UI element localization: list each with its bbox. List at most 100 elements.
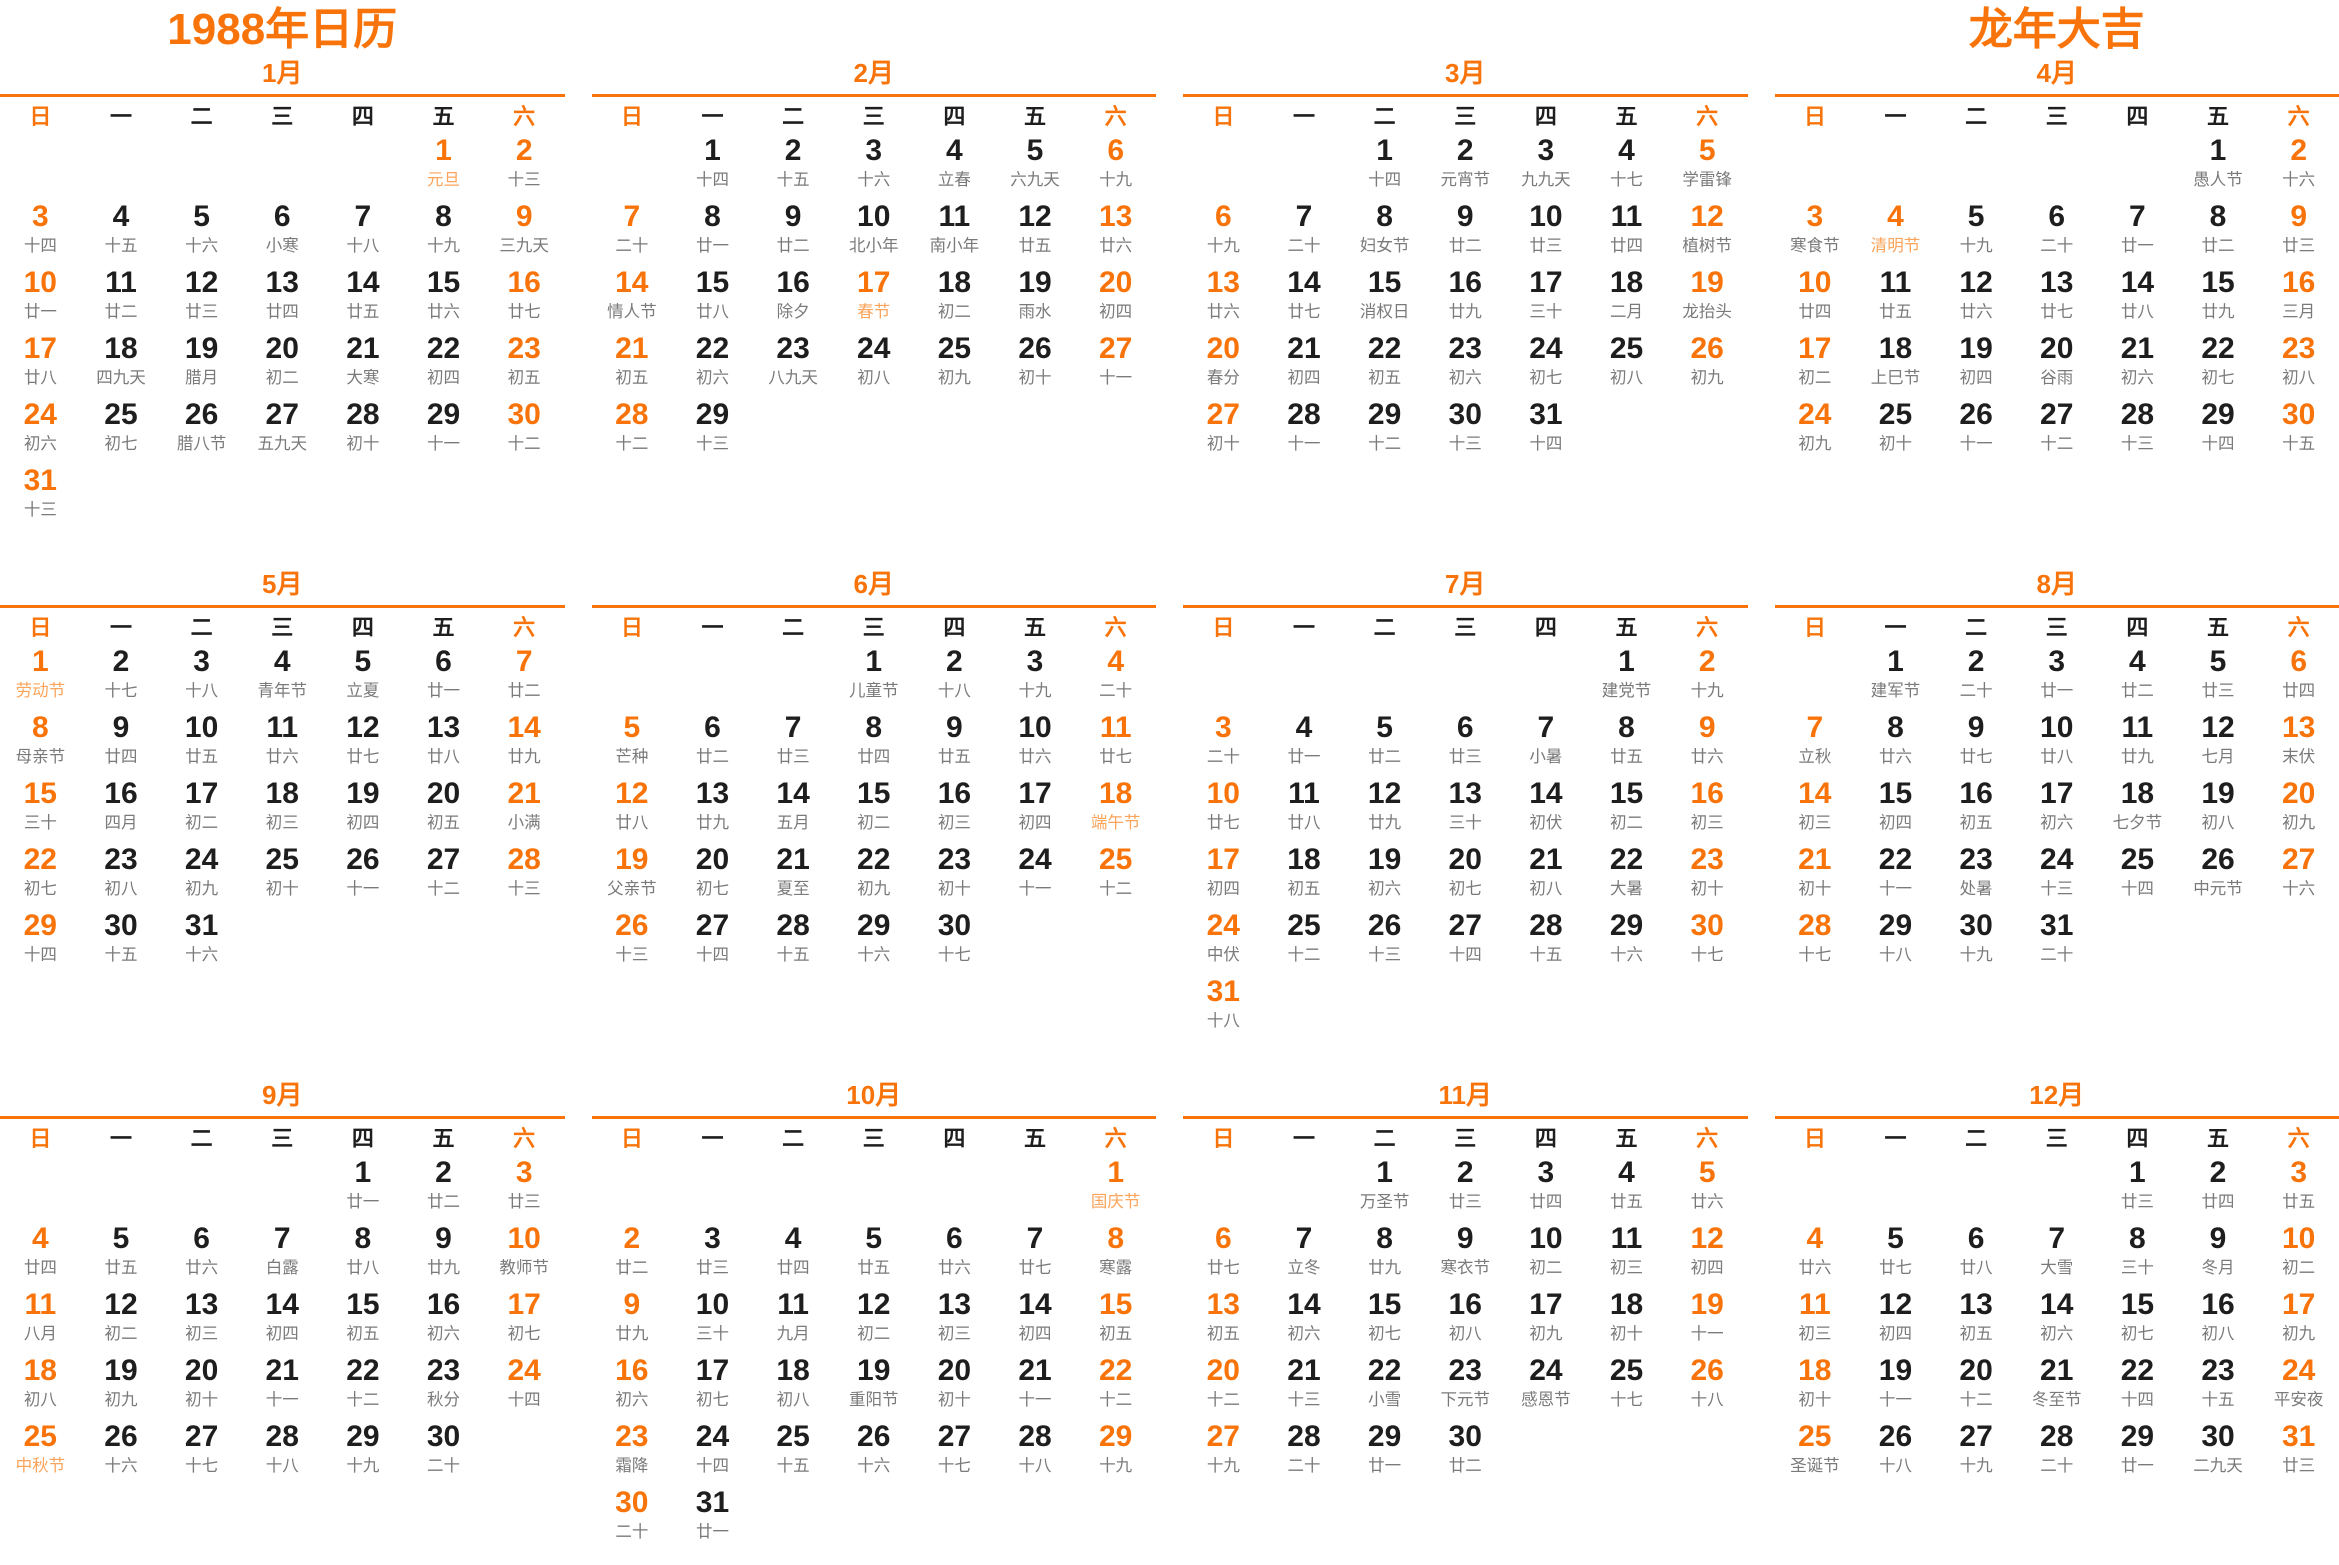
month-title: 11月	[1438, 1080, 1493, 1110]
day-lunar: 十四	[695, 1457, 729, 1475]
day-number: 14	[1287, 1288, 1321, 1321]
day-number: 10	[695, 1288, 730, 1321]
day-cell: 13 廿八	[403, 710, 484, 776]
day-lunar: 十八	[1018, 1457, 1052, 1475]
day-cell: 15 廿八	[672, 265, 753, 331]
day-cell: 9 廿九	[592, 1287, 673, 1353]
day-lunar: 廿九	[1368, 814, 1402, 832]
day-lunar: 初四	[265, 1325, 299, 1343]
weekday-label: 日	[29, 104, 52, 129]
day-cell: 25 十七	[1586, 1353, 1667, 1419]
day-lunar: 初八	[776, 1391, 810, 1409]
day-number: 25	[776, 1420, 810, 1453]
day-number: 9	[515, 200, 533, 233]
day-cell: 31 二十	[2016, 908, 2097, 974]
day-cell: 10 廿八	[2016, 710, 2097, 776]
day-cell: 15 初四	[1855, 776, 1936, 842]
day-cell: 5 立夏	[323, 644, 404, 710]
day-cell: 24 平安夜	[2258, 1353, 2339, 1419]
day-lunar: 廿五	[857, 1259, 891, 1277]
day-number: 18	[1609, 266, 1644, 299]
day-number: 17	[857, 266, 891, 299]
day-cell: 28 十一	[1264, 397, 1345, 463]
day-cell: 31 十六	[161, 908, 242, 974]
day-cell: 28 十二	[592, 397, 673, 463]
day-cell: 22 十二	[323, 1353, 404, 1419]
day-lunar: 廿一	[346, 1193, 380, 1211]
day-number: 4	[1887, 200, 1904, 233]
day-lunar: 劳动节	[15, 682, 66, 700]
weekday-label: 二	[1965, 104, 1988, 129]
day-lunar: 初九	[1529, 1325, 1563, 1343]
day-number: 18	[1878, 332, 1913, 365]
day-cell: 31 十三	[0, 463, 81, 529]
day-lunar: 二十	[1287, 237, 1321, 255]
weekday-label: 一	[109, 104, 132, 129]
day-lunar: 情人节	[607, 303, 657, 321]
weekday-label: 三	[2045, 104, 2068, 129]
day-cell: 17 初七	[672, 1353, 753, 1419]
day-cell-empty	[2097, 133, 2178, 199]
day-lunar: 十九	[1099, 171, 1133, 189]
day-cell: 5 芒种	[592, 710, 673, 776]
day-lunar: 廿四	[23, 1259, 57, 1277]
day-cell: 14 初六	[2016, 1287, 2097, 1353]
day-lunar: 十八	[1206, 1012, 1240, 1030]
day-lunar: 夏至	[776, 880, 810, 898]
day-number: 7	[2048, 1222, 2066, 1255]
day-lunar: 廿八	[615, 814, 649, 832]
day-lunar: 寒食节	[1790, 237, 1840, 255]
day-cell: 29 十九	[1075, 1419, 1156, 1485]
day-number: 26	[857, 1420, 891, 1453]
day-lunar: 廿二	[2201, 237, 2235, 255]
day-lunar: 廿九	[1448, 303, 1482, 321]
day-lunar: 初四	[1878, 814, 1912, 832]
day-cell: 1 国庆节	[1075, 1155, 1156, 1221]
day-lunar: 廿三	[507, 1193, 541, 1211]
day-number: 12	[615, 777, 649, 810]
day-lunar: 十一	[1287, 435, 1321, 453]
day-lunar: 初三	[1798, 1325, 1832, 1343]
weekday-label: 日	[1212, 104, 1235, 129]
day-lunar: 初八	[1448, 1325, 1482, 1343]
day-cell: 15 初七	[2097, 1287, 2178, 1353]
day-cell: 25 十四	[2097, 842, 2178, 908]
day-cell: 26 十六	[81, 1419, 162, 1485]
day-lunar: 十四	[2120, 880, 2154, 898]
day-cell: 17 春节	[833, 265, 914, 331]
day-cell: 3 九九天	[1506, 133, 1587, 199]
day-number: 21	[1018, 1354, 1052, 1387]
day-lunar: 初四	[1206, 880, 1240, 898]
day-lunar: 十二	[1099, 1391, 1133, 1409]
day-cell: 4 廿一	[1264, 710, 1345, 776]
month-9: 9月日 一 二 三 四 五 六 1 廿一 2 廿二 3 廿三 4 廿四 5 廿五 6 廿六 7 白露 8 廿八 9 廿九 10 教师…	[0, 1080, 565, 1551]
day-number: 23	[1959, 843, 1993, 876]
day-cell: 13 廿四	[242, 265, 323, 331]
day-lunar: 十七	[937, 946, 971, 964]
day-cell-empty	[753, 1155, 834, 1221]
day-number: 19	[1959, 332, 1993, 365]
day-number: 23	[937, 843, 972, 876]
day-number: 15	[2120, 1288, 2155, 1321]
day-number: 20	[2040, 332, 2074, 365]
day-number: 9	[435, 1222, 452, 1255]
day-cell: 5 学雷锋	[1667, 133, 1748, 199]
day-cell: 1 十四	[672, 133, 753, 199]
weekday-label: 二	[1965, 615, 1988, 640]
day-number: 23	[2201, 1354, 2235, 1387]
day-cell: 2 十九	[1667, 644, 1748, 710]
day-number: 19	[104, 1354, 138, 1387]
day-number: 10	[1529, 200, 1563, 233]
day-lunar: 十三	[1368, 946, 1402, 964]
day-number: 11	[1879, 266, 1912, 299]
day-lunar: 十九	[1959, 237, 1993, 255]
day-number: 24	[857, 332, 891, 365]
day-cell: 28 初十	[323, 397, 404, 463]
day-lunar: 十四	[1368, 171, 1402, 189]
day-cell: 19 初六	[1344, 842, 1425, 908]
day-lunar: 初七	[23, 880, 57, 898]
day-number: 10	[857, 200, 891, 233]
day-number: 18	[776, 1354, 810, 1387]
day-cell-empty	[1775, 1155, 1856, 1221]
day-number: 18	[1798, 1354, 1832, 1387]
